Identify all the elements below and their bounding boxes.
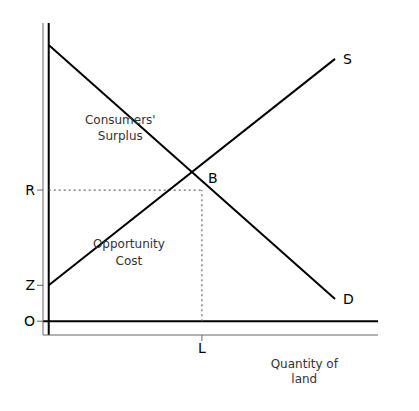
svg-text:Quantity ofland: Quantity ofland [271,357,339,386]
svg-text:R: R [25,182,35,198]
svg-text:Consumers'Surplus: Consumers'Surplus [85,113,156,144]
svg-text:D: D [343,291,354,307]
svg-text:O: O [24,313,35,329]
svg-text:Z: Z [25,277,35,293]
svg-text:S: S [343,51,352,67]
svg-text:B: B [208,170,218,186]
svg-text:OpportunityCost: OpportunityCost [93,237,165,268]
svg-text:L: L [198,340,206,356]
